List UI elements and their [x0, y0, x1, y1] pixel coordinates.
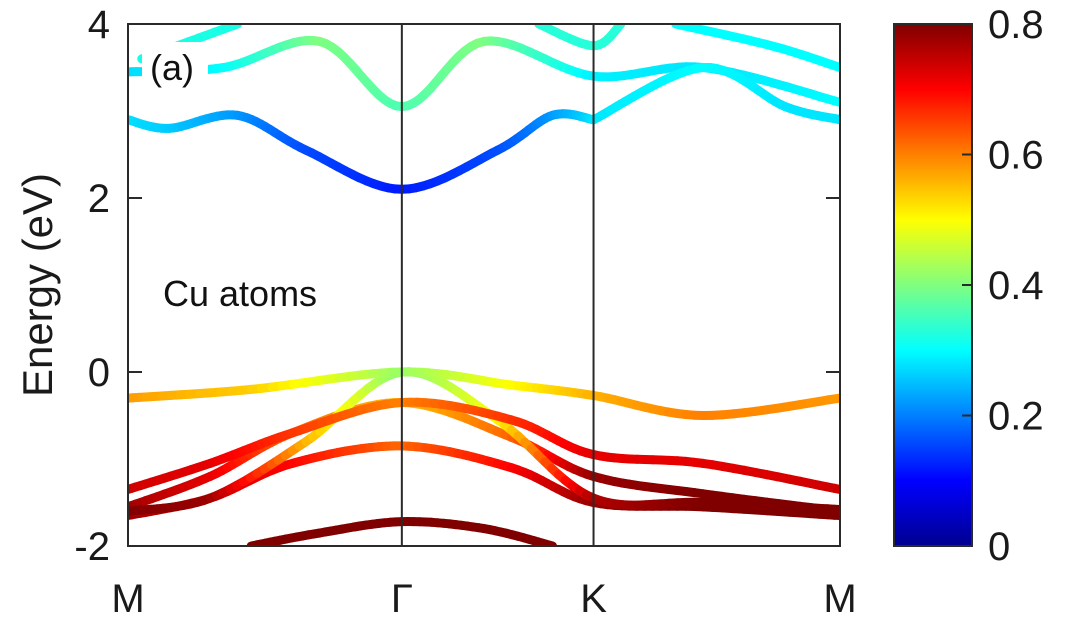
bands-layer — [128, 24, 840, 546]
band-9 — [589, 63, 840, 125]
band-5 — [128, 397, 840, 494]
band-10 — [671, 24, 840, 72]
band-4 — [128, 367, 840, 516]
kpoint-label: M — [111, 577, 144, 621]
panel-label: (a) — [150, 47, 194, 88]
y-tick-label: -2 — [74, 525, 110, 569]
band-1 — [246, 517, 557, 546]
kpoint-label: K — [580, 577, 607, 621]
y-axis-ticks: -2 0 2 4 — [74, 3, 840, 569]
cu-atoms-annotation: Cu atoms — [163, 273, 317, 314]
colorbar-tick-label: 0.4 — [988, 264, 1044, 308]
colorbar-tick-label: 0.8 — [988, 3, 1044, 47]
y-tick-label: 4 — [88, 3, 110, 47]
y-tick-label: 2 — [88, 177, 110, 221]
colorbar-tick-label: 0 — [988, 525, 1010, 569]
colorbar — [893, 23, 973, 547]
colorbar-tick-label: 0.6 — [988, 134, 1044, 178]
panel-label-background — [142, 42, 208, 94]
y-tick-label: 0 — [88, 351, 110, 395]
plot-frame — [127, 23, 841, 547]
colorbar-tick-label: 0.2 — [988, 395, 1044, 439]
kpoint-label: Γ — [391, 577, 413, 621]
y-axis-title: Energy (eV) — [14, 173, 61, 397]
high-symmetry-lines — [400, 24, 595, 546]
colorbar-ticks: 0 0.2 0.4 0.6 0.8 — [962, 3, 1044, 569]
kpoint-label: M — [823, 577, 856, 621]
band-11 — [534, 24, 626, 51]
band-7 — [128, 109, 598, 194]
